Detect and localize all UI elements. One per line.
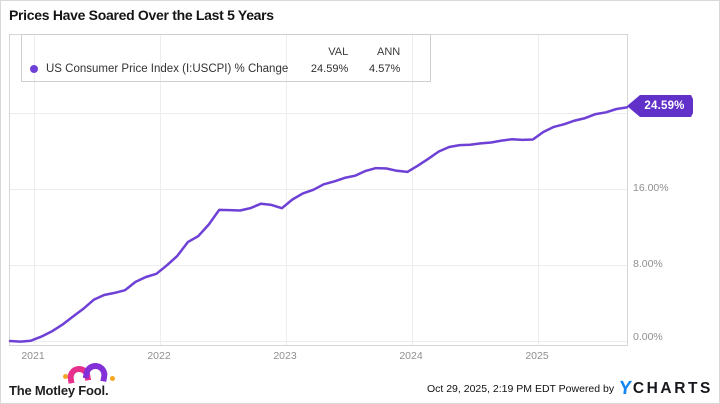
series-dot-icon: [30, 65, 38, 73]
cpi-series-line: [8, 106, 629, 343]
legend-val-value: 24.59%: [310, 63, 349, 75]
gridline-0pct: [10, 341, 627, 342]
gridline-2021: [34, 35, 35, 345]
x-tick-2023: 2023: [273, 350, 297, 362]
plot-area[interactable]: [8, 34, 629, 346]
attribution: Oct 29, 2025, 2:19 PM EDT Powered by Y C…: [426, 378, 713, 399]
gridline-2023: [286, 35, 287, 345]
last-value-label: 24.59%: [644, 100, 685, 112]
x-tick-2022: 2022: [147, 350, 171, 362]
gridline-24pct: [10, 113, 627, 114]
gridline-2024: [412, 35, 413, 345]
x-tick-2021: 2021: [21, 350, 45, 362]
legend-box: VAL ANN US Consumer Price Index (I:USCPI…: [21, 34, 431, 82]
ycharts-logo[interactable]: Y CHARTS: [618, 378, 713, 399]
jester-hat-icon: [63, 361, 115, 384]
legend-spacer: [28, 38, 288, 58]
gridline-2022: [160, 35, 161, 345]
y-tick-0: 0.00%: [633, 331, 663, 343]
cpi-line-chart: [8, 106, 629, 343]
chart-title: Prices Have Soared Over the Last 5 Years: [9, 7, 274, 23]
legend-col-ann: ANN: [377, 46, 401, 58]
legend-ann-value: 4.57%: [369, 63, 401, 75]
y-tick-8: 8.00%: [633, 258, 663, 270]
ycharts-y-icon: Y: [618, 378, 633, 399]
gridline-16pct: [10, 189, 627, 190]
motley-fool-logo: The Motley Fool.: [9, 361, 139, 403]
gridline-2025: [538, 35, 539, 345]
legend-series-row: US Consumer Price Index (I:USCPI) % Chan…: [28, 63, 288, 75]
timestamp-powered-by: Oct 29, 2025, 2:19 PM EDT Powered by: [426, 382, 615, 395]
ycharts-wordmark: CHARTS: [632, 379, 713, 397]
y-tick-16: 16.00%: [633, 182, 669, 194]
x-tick-2025: 2025: [525, 350, 549, 362]
legend-col-val: VAL: [328, 46, 349, 58]
motley-fool-wordmark: The Motley Fool.: [9, 383, 109, 398]
hat-bell-left: [63, 374, 68, 379]
legend-series-label: US Consumer Price Index (I:USCPI) % Chan…: [46, 63, 289, 75]
last-value-tag: 24.59%: [627, 95, 693, 117]
x-tick-2024: 2024: [399, 350, 423, 362]
gridline-8pct: [10, 265, 627, 266]
hat-bell-right: [110, 376, 115, 381]
